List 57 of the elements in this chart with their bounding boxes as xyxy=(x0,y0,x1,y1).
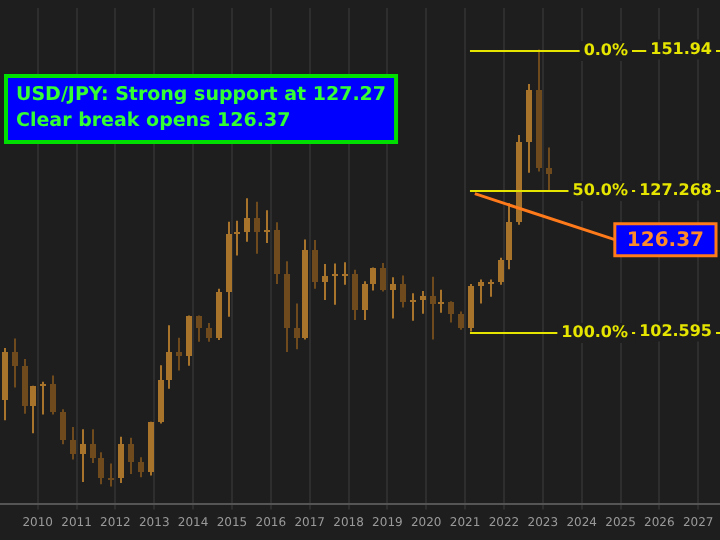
candlestick xyxy=(352,268,358,322)
candlestick xyxy=(90,428,96,465)
candlestick xyxy=(294,302,300,351)
annotation: 126.37 xyxy=(626,229,705,252)
candlestick xyxy=(60,408,66,446)
candlestick xyxy=(244,197,250,243)
candlestick xyxy=(390,276,396,320)
candlestick xyxy=(12,337,18,389)
candlestick xyxy=(2,347,8,422)
candlestick xyxy=(400,274,406,309)
candlestick xyxy=(478,278,484,305)
candlestick xyxy=(332,262,338,306)
candlestick xyxy=(70,426,76,461)
candlestick xyxy=(312,239,318,290)
annotation: 100.0% xyxy=(561,323,629,342)
y-tick-label: 127.268 xyxy=(639,180,713,199)
annotation: 50.0% xyxy=(572,181,629,200)
candlestick xyxy=(118,435,124,485)
candlestick xyxy=(448,300,454,324)
candlestick xyxy=(30,384,36,435)
candlestick xyxy=(128,436,134,475)
candlestick xyxy=(158,364,164,425)
candlestick xyxy=(342,261,348,286)
candlestick xyxy=(322,263,328,302)
candlestick xyxy=(498,256,504,286)
candlestick xyxy=(138,456,144,479)
candlestick xyxy=(166,324,172,390)
candlestick xyxy=(458,310,464,331)
annotation: Clear break opens 126.37 xyxy=(16,110,291,133)
y-tick-label: 151.94 xyxy=(650,39,713,58)
candlestick xyxy=(216,287,222,342)
candlestick xyxy=(186,314,192,367)
candlestick xyxy=(274,221,280,286)
candlestick xyxy=(430,275,436,341)
y-tick-label: 102.595 xyxy=(639,321,713,340)
candlestick xyxy=(206,321,212,343)
candlestick xyxy=(196,314,202,343)
candlestick xyxy=(468,283,474,333)
candlestick xyxy=(420,289,426,315)
candlestick xyxy=(40,380,46,416)
candlestick xyxy=(362,280,368,322)
candlestick xyxy=(506,201,512,271)
candlestick xyxy=(108,462,114,488)
annotation: USD/JPY: Strong support at 127.27 xyxy=(16,84,387,107)
annotation: 0.0% xyxy=(583,41,628,60)
candlestick xyxy=(22,357,28,415)
candlestick xyxy=(264,209,270,244)
candlestick xyxy=(380,261,386,293)
candlestick xyxy=(438,288,444,314)
candlestick xyxy=(254,200,260,255)
candlestick xyxy=(410,292,416,322)
candlestick xyxy=(546,146,552,192)
candlestick xyxy=(176,336,182,372)
candlestick xyxy=(234,219,240,257)
candlestick xyxy=(50,374,56,416)
candlestick xyxy=(98,451,104,486)
candlestick xyxy=(80,428,86,483)
